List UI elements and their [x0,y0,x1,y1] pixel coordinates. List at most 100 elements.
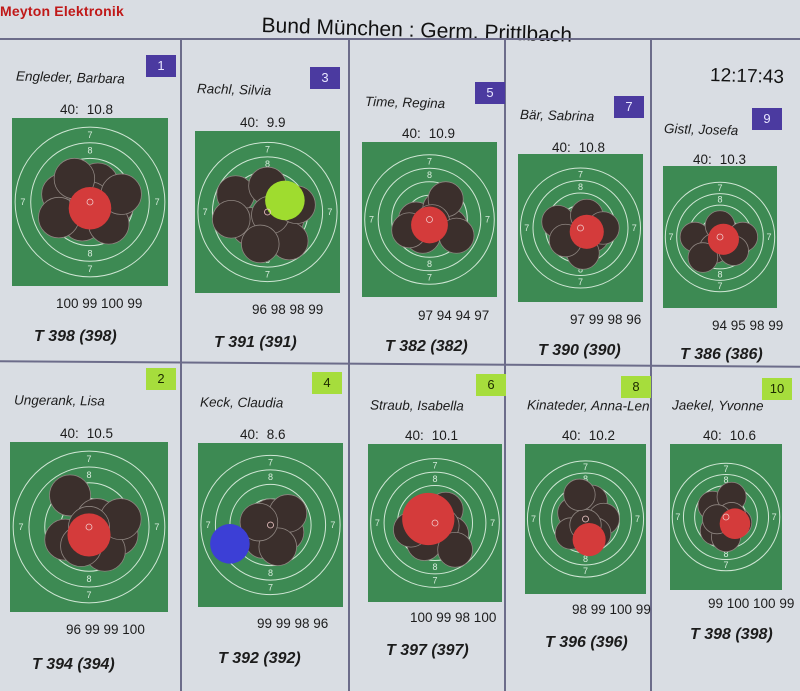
shooter-name: Gistl, Josefa [663,120,739,139]
lane-badge: 1 [146,55,176,77]
ring-number: 7 [20,197,25,207]
total-score: T 397 (397) [386,642,469,659]
last-shot-value: 10.2 [588,428,616,443]
ring-number: 7 [524,223,529,233]
last-shot-value: 10.1 [431,428,459,443]
last-shot-marker [707,223,739,255]
target-center [264,208,271,216]
target-ring [364,154,495,285]
ring-number: 8 [87,146,92,156]
last-shot-label: 40: [60,426,79,441]
shot-hole [563,478,596,511]
shot-hole [49,474,91,517]
ring-number: 7 [86,454,91,464]
target-ring [391,181,468,258]
ring-number: 7 [583,462,588,472]
last-shot-value: 10.3 [719,152,747,167]
ring-number: 7 [369,215,374,225]
last-shot: 40: 10.1 [405,428,458,443]
last-shot-label: 40: [60,102,79,117]
col-divider-3 [504,40,506,691]
series-scores: 97 94 94 97 [418,308,490,323]
shot-hole [437,531,473,568]
target-ring [532,180,629,276]
target-ring [211,156,324,268]
col-divider-1 [180,40,182,691]
ring-number: 7 [578,277,583,287]
last-shot-marker [569,214,604,249]
ring-number: 7 [723,560,728,570]
last-shot-value: 10.8 [578,140,606,155]
ring-number: 8 [86,470,91,480]
target-ring [520,167,641,289]
last-shot-marker [68,186,112,230]
ring-number: 8 [432,474,437,484]
series-scores: 96 99 99 100 [66,622,145,637]
last-shot: 40: 10.3 [693,152,746,167]
series-scores: 96 98 98 99 [252,302,324,317]
shot-hole [241,224,280,264]
target-center [85,523,93,531]
total-score: T 398 (398) [34,328,117,345]
shooter-name: Straub, Isabella [369,397,464,414]
ring-number: 8 [723,475,728,485]
shooter-name: Rachl, Silvia [196,80,272,99]
last-shot-label: 40: [703,428,722,443]
lane-badge: 5 [475,82,505,104]
ring-number: 7 [268,458,273,468]
ring-number: 7 [485,215,490,225]
last-shot: 40: 10.9 [402,126,455,141]
ring-number: 7 [432,576,437,586]
clock: 12:17:43 [709,65,785,88]
last-shot-marker [67,513,111,557]
last-shot-marker [411,206,448,244]
target-ring [377,167,482,272]
lane-badge: 8 [621,376,651,398]
last-shot: 40: 8.6 [240,427,286,442]
target-center [716,233,724,241]
last-shot-label: 40: [405,428,424,443]
ring-number: 7 [87,130,92,140]
ring-number: 7 [427,273,432,283]
ring-number: 7 [767,232,772,242]
last-shot-value: 9.9 [266,115,286,130]
last-shot-value: 10.6 [729,428,757,443]
brand-label: Meyton Elektronik [0,3,124,19]
last-shot-value: 10.5 [86,426,114,441]
target-ring [682,473,770,561]
target-ring [214,469,327,581]
last-shot-marker [402,492,455,546]
shooter-name: Jaekel, Yvonne [671,397,764,414]
series-scores: 99 100 100 99 [708,596,795,611]
ring-number: 8 [578,182,583,192]
ring-number: 8 [583,474,588,484]
target-ring [14,126,166,278]
series-scores: 98 99 100 99 [572,602,651,617]
lane-badge: 6 [476,374,506,396]
target-ring [676,193,764,281]
col-divider-2 [348,40,350,691]
target-center [267,521,274,529]
total-score: T 396 (396) [545,634,628,651]
ring-number: 8 [717,270,722,280]
ring-number: 8 [265,159,270,169]
total-score: T 391 (391) [214,334,297,351]
header-divider [0,38,800,40]
shot-hole [211,200,251,239]
ring-number: 8 [427,259,432,269]
last-shot-label: 40: [552,140,571,155]
ring-number: 7 [154,522,159,532]
ring-number: 7 [375,518,380,528]
ring-number: 7 [675,512,680,522]
ring-number: 7 [327,207,332,217]
series-scores: 100 99 98 100 [410,610,497,625]
shot-hole [687,242,719,273]
shooter-name: Kinateder, Anna-Len [526,397,650,414]
last-shot: 40: 10.2 [562,428,615,443]
ring-number: 8 [268,472,273,482]
